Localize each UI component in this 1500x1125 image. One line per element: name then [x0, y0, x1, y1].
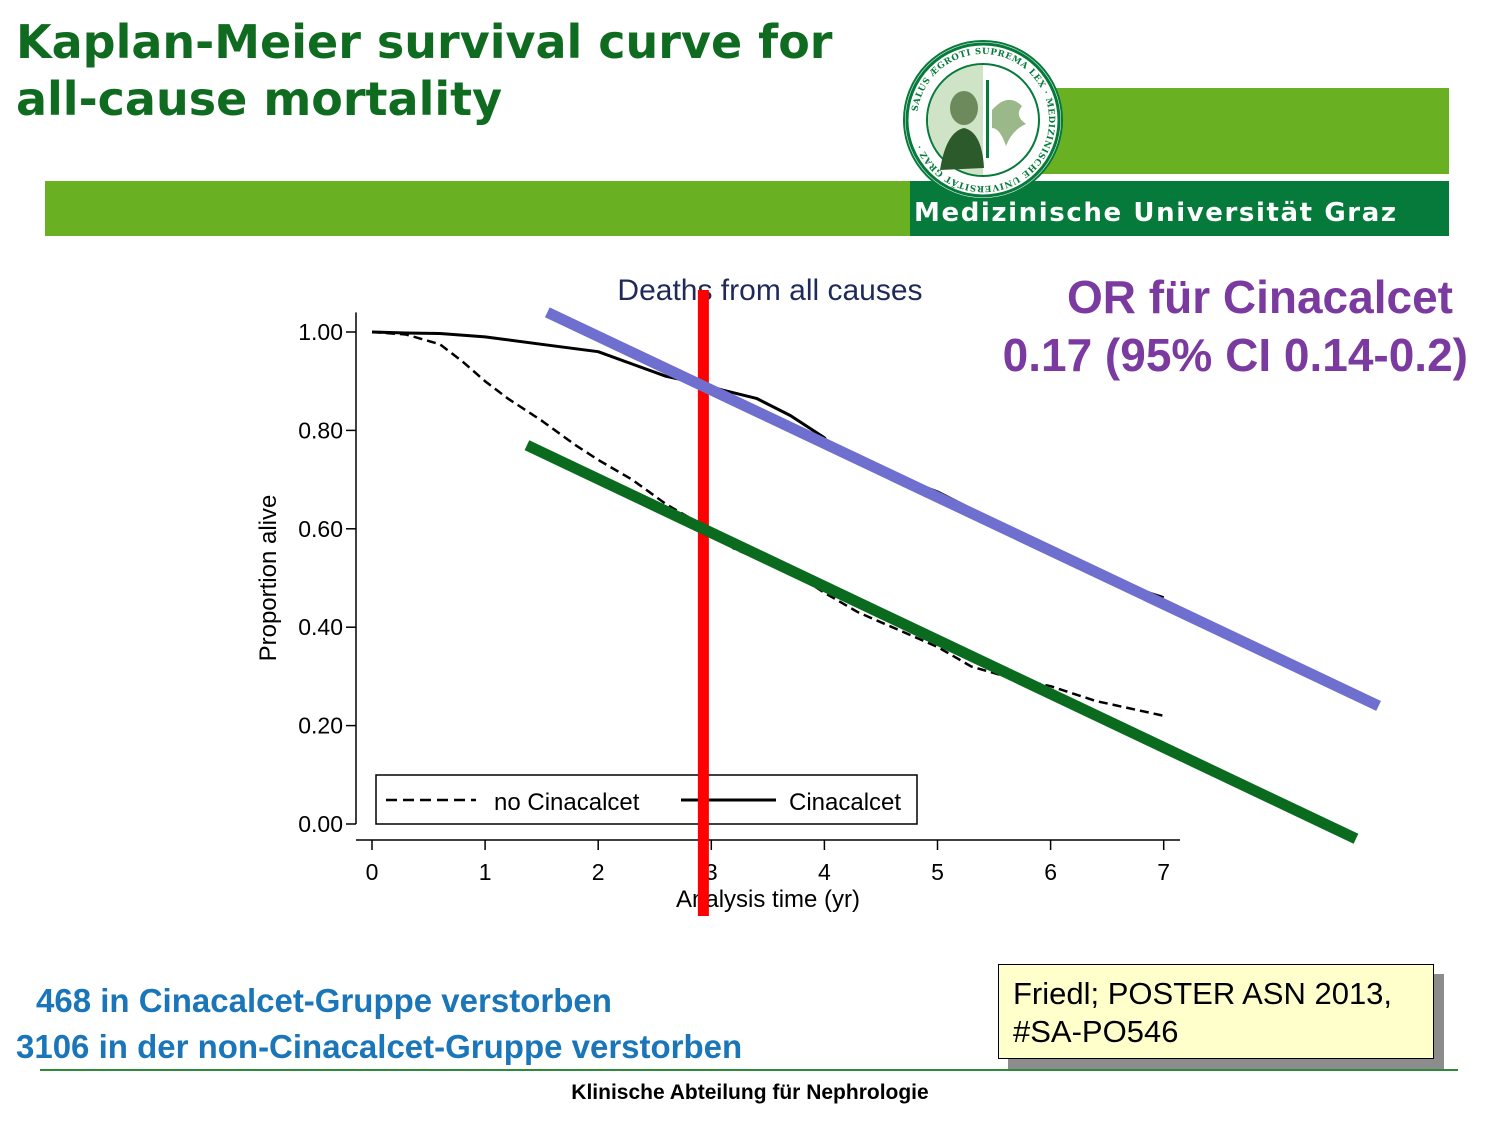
green-trend-line — [524, 440, 1359, 844]
citation-line-2: #SA-PO546 — [1013, 1014, 1179, 1049]
y-tick-label: 0.20 — [298, 713, 343, 739]
chart-title: Deaths from all causes — [617, 274, 922, 307]
x-tick-label: 7 — [1157, 859, 1170, 885]
university-seal-logo: SALUS ÆGROTI SUPREMA LEX · MEDIZINISCHE … — [903, 40, 1063, 200]
x-tick-label: 4 — [818, 859, 831, 885]
y-tick-label: 0.80 — [298, 417, 343, 443]
x-tick-label: 5 — [931, 859, 944, 885]
slide-title: Kaplan-Meier survival curve for all-caus… — [16, 14, 832, 128]
x-tick-label: 0 — [366, 859, 379, 885]
footer-rule — [40, 1069, 1458, 1071]
chart-axes: 0.000.200.400.600.801.000 1 2 3 4 5 6 7 — [298, 312, 1180, 885]
header-band-light — [45, 181, 910, 236]
citation-box: Friedl; POSTER ASN 2013, #SA-PO546 — [998, 964, 1434, 1059]
y-tick-label: 1.00 — [298, 319, 343, 345]
odds-ratio-note: OR für Cinacalcet 0.17 (95% CI 0.14-0.2) — [1003, 268, 1468, 384]
death-count-cinacalcet: 468 in Cinacalcet-Gruppe verstorben — [36, 982, 612, 1019]
blue-trend-line — [544, 307, 1381, 711]
death-counts: 468 in Cinacalcet-Gruppe verstorben 3106… — [16, 978, 742, 1070]
death-count-non-cinacalcet: 3106 in der non-Cinacalcet-Gruppe versto… — [16, 1028, 743, 1065]
x-tick-label: 2 — [592, 859, 605, 885]
y-tick-label: 0.40 — [298, 614, 343, 640]
legend-box — [375, 774, 918, 825]
footer-department: Klinische Abteilung für Nephrologie — [571, 1081, 929, 1104]
x-tick-label: 1 — [479, 859, 492, 885]
title-line-2: all-cause mortality — [16, 72, 503, 126]
y-tick-label: 0.00 — [298, 811, 343, 837]
chart-annotations — [524, 290, 1381, 916]
title-line-1: Kaplan-Meier survival curve for — [16, 15, 833, 69]
university-name: Medizinische Universität Graz — [914, 198, 1398, 228]
x-tick-label: 6 — [1044, 859, 1057, 885]
chart-legend: no Cinacalcet Cinacalcet — [375, 774, 918, 825]
odds-ratio-value: 0.17 (95% CI 0.14-0.2) — [1002, 329, 1468, 381]
legend-label-no-cinacalcet: no Cinacalcet — [494, 789, 640, 816]
odds-ratio-heading: OR für Cinacalcet — [1067, 271, 1453, 323]
header-band-top — [1000, 88, 1449, 174]
y-tick-label: 0.60 — [298, 516, 343, 542]
legend-label-cinacalcet: Cinacalcet — [789, 789, 901, 816]
y-axis-label: Proportion alive — [255, 495, 282, 662]
series-line-no-cinacalcet — [371, 330, 1164, 718]
citation-line-1: Friedl; POSTER ASN 2013, — [1013, 976, 1393, 1011]
chart-series — [371, 330, 1165, 718]
